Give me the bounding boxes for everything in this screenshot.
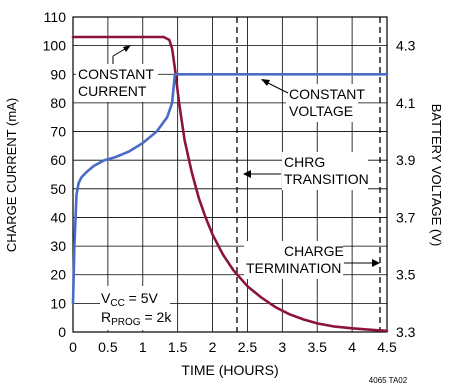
y2-tick-labels: 3.3 3.5 3.7 3.9 4.1 4.3 xyxy=(396,38,416,340)
y-tick-label: 70 xyxy=(50,124,66,140)
annotation-constant-voltage-line1: CONSTANT xyxy=(289,86,365,102)
annotation-constant-voltage-line2: VOLTAGE xyxy=(289,103,353,119)
y-tick-label: 60 xyxy=(50,152,66,168)
vcc-symbol: V xyxy=(101,290,111,306)
series-line-battery-voltage xyxy=(71,73,389,305)
x-axis-label: TIME (HOURS) xyxy=(181,362,278,378)
rprog-value: = 2k xyxy=(141,309,173,325)
annotation-bg-conditions xyxy=(100,286,170,330)
y-axis-label: CHARGE CURRENT (mA) xyxy=(4,98,19,252)
y2-tick-label: 3.9 xyxy=(396,152,416,168)
dashed-markers xyxy=(236,17,381,332)
annotation-vcc: VCC = 5V xyxy=(101,290,159,309)
annotation-constant-current-line2: CURRENT xyxy=(78,83,147,99)
annotation-rprog: RPROG = 2k xyxy=(101,309,172,328)
arrowhead-constant-current xyxy=(123,45,131,52)
y-tick-label: 40 xyxy=(50,209,66,225)
arrowhead-chrg-transition xyxy=(243,170,251,178)
annotation-chrg-transition-line1: CHRG xyxy=(284,154,325,170)
plot-frame xyxy=(72,16,388,333)
y2-tick-label: 4.3 xyxy=(396,38,416,54)
y-tick-label: 80 xyxy=(50,95,66,111)
x-tick-label: 2 xyxy=(209,339,217,355)
arrowhead-constant-voltage xyxy=(261,79,270,86)
x-tick-label: 1 xyxy=(139,339,147,355)
y2-axis-label: BATTERY VOLTAGE (V) xyxy=(429,104,444,247)
annotation-constant-current-line1: CONSTANT xyxy=(78,66,154,82)
figure-code: 4065 TA02 xyxy=(369,376,408,384)
x-tick-label: 2.5 xyxy=(238,339,258,355)
x-tick-label: 3.5 xyxy=(307,339,327,355)
y-tick-label: 50 xyxy=(50,181,66,197)
series-lines xyxy=(71,35,389,333)
x-tick-labels: 0 0.5 1 1.5 2 2.5 3 3.5 4 4.5 xyxy=(69,339,397,355)
series-line-charge-current xyxy=(71,35,389,333)
y-tick-label: 0 xyxy=(58,324,66,340)
annotation-chrg-transition-line2: TRANSITION xyxy=(284,171,369,187)
y2-tick-label: 3.5 xyxy=(396,267,416,283)
annotation-bg-constant-voltage xyxy=(286,84,358,122)
vcc-value: = 5V xyxy=(125,290,159,306)
arrowhead-charge-termination xyxy=(372,259,380,267)
x-tick-label: 1.5 xyxy=(168,339,188,355)
y2-tick-label: 3.3 xyxy=(396,324,416,340)
x-tick-label: 0.5 xyxy=(98,339,118,355)
arrow-heads xyxy=(123,45,380,267)
x-tick-label: 4 xyxy=(348,339,356,355)
x-tick-label: 4.5 xyxy=(377,339,397,355)
y-tick-label: 90 xyxy=(50,66,66,82)
annotation-bg-chrg-transition xyxy=(282,152,368,190)
annotation-charge-termination-line2: TERMINATION xyxy=(246,260,341,276)
x-tick-label: 3 xyxy=(278,339,286,355)
y-tick-label: 100 xyxy=(43,38,67,54)
rprog-subscript: PROG xyxy=(111,317,141,328)
x-tick-label: 0 xyxy=(69,339,77,355)
annotation-bg-charge-termination xyxy=(244,241,343,279)
y2-tick-label: 4.1 xyxy=(396,95,416,111)
y-tick-labels: 0 10 20 30 40 50 60 70 80 90 100 110 xyxy=(43,9,67,340)
annotation-bg-constant-current xyxy=(76,64,158,102)
y-tick-label: 20 xyxy=(50,267,66,283)
vcc-subscript: CC xyxy=(110,298,124,309)
y-tick-label: 110 xyxy=(44,9,67,25)
rprog-symbol: R xyxy=(101,309,111,325)
y2-tick-label: 3.7 xyxy=(396,209,416,225)
annotation-charge-termination-line1: CHARGE xyxy=(284,243,344,259)
y-tick-label: 10 xyxy=(50,295,66,311)
y-tick-label: 30 xyxy=(50,238,66,254)
